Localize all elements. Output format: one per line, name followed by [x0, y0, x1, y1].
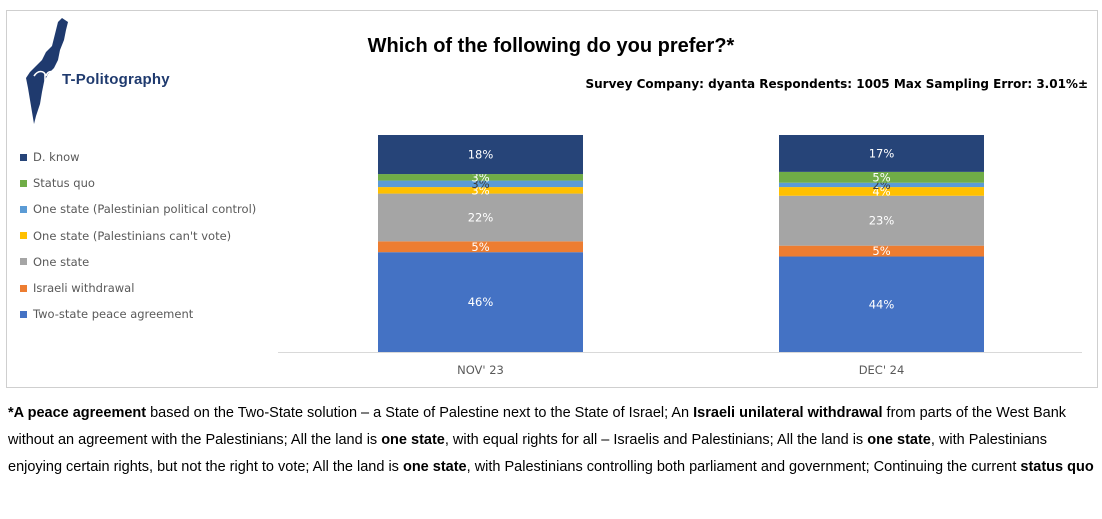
data-label: 5% [872, 244, 890, 258]
footnote-bold-term: status quo [1020, 459, 1093, 475]
data-label: 5% [872, 170, 890, 184]
data-label: 5% [471, 240, 489, 254]
data-label: 44% [869, 297, 895, 311]
data-label: 46% [468, 295, 494, 309]
data-label: 17% [869, 146, 895, 160]
x-tick-label: DEC' 24 [859, 363, 905, 377]
footnote-bold-term: Israeli unilateral withdrawal [693, 405, 882, 421]
data-label: 18% [468, 148, 494, 162]
footnote-bold-term: one state [381, 432, 445, 448]
data-label: 23% [869, 214, 895, 228]
data-label: 22% [468, 210, 494, 224]
footnote-bold-term: *A peace agreement [8, 405, 146, 421]
footnote-text: , with Palestinians controlling both par… [467, 459, 1021, 475]
stacked-bar-chart: 46%5%22%3%3%3%18%NOV' 2344%5%23%4%2%5%17… [0, 0, 1102, 400]
x-tick-label: NOV' 23 [457, 363, 504, 377]
footnote-text: , with equal rights for all – Israelis a… [445, 432, 867, 448]
footnote-bold-term: one state [403, 459, 467, 475]
footnote-bold-term: one state [867, 432, 931, 448]
footnote-text: based on the Two-State solution – a Stat… [146, 405, 693, 421]
footnote: *A peace agreement based on the Two-Stat… [8, 400, 1098, 480]
